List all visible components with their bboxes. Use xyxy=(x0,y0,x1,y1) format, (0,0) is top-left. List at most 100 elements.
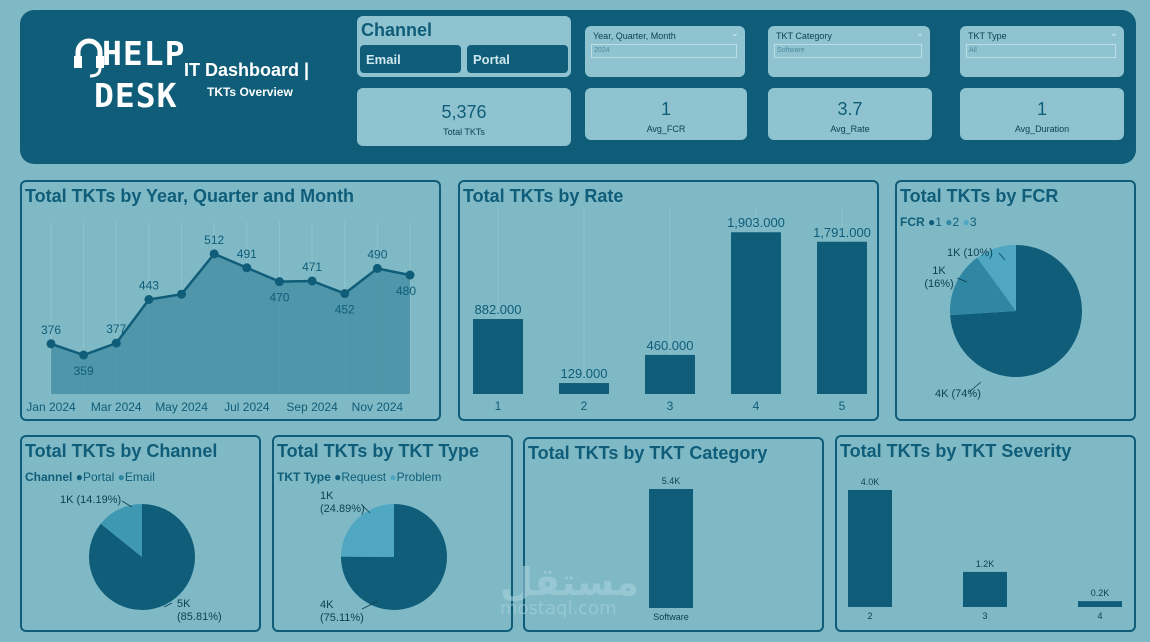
data-label: 480 xyxy=(396,284,416,298)
kpi-caption: Avg_Rate xyxy=(830,124,870,134)
slicer-dropdown[interactable]: Software xyxy=(774,44,922,58)
leader-line xyxy=(163,602,173,608)
bar xyxy=(848,490,892,607)
leader-line xyxy=(361,600,379,610)
bar xyxy=(963,571,1007,607)
panel-title: Total TKTs by Year, Quarter and Month xyxy=(25,186,355,206)
tick-label: Jul 2024 xyxy=(224,400,270,414)
bar xyxy=(649,489,693,608)
data-point xyxy=(242,263,252,273)
data-label: 0.2K xyxy=(1091,588,1110,598)
panel-title: Total TKTs by TKT Category xyxy=(528,443,768,463)
watermark-latin: mostaql.com xyxy=(500,598,617,619)
tick-label: 1 xyxy=(495,399,502,413)
chart-category: 5.4K Software xyxy=(649,476,693,622)
data-label: 460.000 xyxy=(647,338,694,353)
chart-month: 376 359 377 443 512 491 470 471 452 490 480 Jan 202… xyxy=(26,222,416,414)
legend-fcr: FCR ●1 ●2 ●3 xyxy=(900,215,977,229)
data-label: 1K xyxy=(932,265,946,277)
data-label: 443 xyxy=(139,278,159,292)
legend-item: Request xyxy=(341,470,387,484)
channel-option-portal[interactable]: Portal xyxy=(467,45,568,73)
data-label: 1.2K xyxy=(976,559,995,569)
slicer-value: 2024 xyxy=(594,47,610,54)
watermark-arabic: مستقل xyxy=(500,560,639,604)
kpi-value: 3.7 xyxy=(837,99,863,119)
data-label: 490 xyxy=(367,247,387,261)
kpi-value: 5,376 xyxy=(441,102,487,122)
slicer-dropdown[interactable]: 2024 xyxy=(591,44,737,58)
data-label: 1K (10%) xyxy=(947,247,993,259)
legend-dot: ● xyxy=(389,470,397,484)
data-label: 376 xyxy=(41,323,61,337)
data-point xyxy=(144,294,154,304)
data-point xyxy=(46,339,56,349)
data-label: 1,903.000 xyxy=(727,215,785,230)
pie-slice xyxy=(950,257,1016,316)
bar xyxy=(645,354,695,394)
data-label: 5.4K xyxy=(662,476,681,486)
data-label: 4.0K xyxy=(861,477,880,487)
legend-dot: ● xyxy=(945,215,953,229)
panel-tkts-by-severity: Total TKTs by TKT Severity 4.0K 2 1.2K 3 0.2… xyxy=(835,435,1136,632)
leader-line xyxy=(998,252,1006,261)
panel-title: Total TKTs by TKT Severity xyxy=(840,441,1072,461)
tick-label: 4 xyxy=(1097,611,1102,621)
legend-item: 3 xyxy=(969,215,977,229)
data-point xyxy=(372,263,382,273)
data-label: (16%) xyxy=(924,278,953,290)
chevron-down-icon[interactable]: ⌄ xyxy=(1109,28,1118,39)
channel-option-email[interactable]: Email xyxy=(360,45,461,73)
slicer-label: TKT Type xyxy=(968,31,1007,41)
legend-type: TKT Type ●Request ●Problem xyxy=(277,470,441,484)
data-point xyxy=(340,289,350,299)
data-label: (85.81%) xyxy=(177,611,222,623)
tick-label: Software xyxy=(653,612,689,622)
slicer-label: Year, Quarter, Month xyxy=(593,31,676,41)
slicer-year-quarter-month[interactable]: Year, Quarter, Month ⌄ 2024 xyxy=(585,26,745,77)
legend-item: 2 xyxy=(952,215,960,229)
slicer-dropdown[interactable]: All xyxy=(966,44,1116,58)
panel-tkts-by-fcr: Total TKTs by FCR FCR ●1 ●2 ●3 4K (74%) 1… xyxy=(895,180,1136,421)
chart-channel: 5K(85.81%) 1K (14.19%) xyxy=(60,494,222,623)
data-point xyxy=(209,249,219,259)
pie-slice xyxy=(950,245,1082,377)
legend-item: Problem xyxy=(396,470,442,484)
chevron-down-icon[interactable]: ⌄ xyxy=(730,28,739,39)
kpi-value: 1 xyxy=(1036,99,1047,119)
chevron-down-icon[interactable]: ⌄ xyxy=(915,28,924,39)
leader-line xyxy=(121,500,133,508)
bar xyxy=(1078,601,1122,607)
data-point xyxy=(274,277,284,287)
data-label: 882.000 xyxy=(475,302,522,317)
slicer-label: TKT Category xyxy=(776,31,832,41)
chart-severity: 4.0K 2 1.2K 3 0.2K 4 xyxy=(848,477,1122,621)
data-point xyxy=(79,350,89,360)
channel-slicer: Channel Email Portal xyxy=(357,16,571,77)
bar xyxy=(559,383,609,394)
data-label: 4K (74%) xyxy=(935,388,981,400)
slicer-tkt-category[interactable]: TKT Category ⌄ Software xyxy=(768,26,930,77)
data-label: 512 xyxy=(204,233,224,247)
panel-title: Total TKTs by Channel xyxy=(25,441,218,461)
data-label: 1K xyxy=(320,490,334,502)
kpi-caption: Total TKTs xyxy=(443,127,485,137)
dashboard-subtitle: TKTs Overview xyxy=(207,85,293,99)
kpi-avg-duration: 1 Avg_Duration xyxy=(960,88,1124,140)
tick-label: 5 xyxy=(839,399,846,413)
data-point xyxy=(111,338,121,348)
legend-title: FCR xyxy=(900,215,925,229)
legend-dot: ● xyxy=(334,470,342,484)
kpi-total-tkts: 5,376 Total TKTs xyxy=(357,88,571,146)
slicer-tkt-type[interactable]: TKT Type ⌄ All xyxy=(960,26,1124,77)
legend-item: Portal xyxy=(82,470,115,484)
panel-tkts-by-channel: Total TKTs by Channel Channel ●Portal ●E… xyxy=(20,435,261,632)
data-label: 452 xyxy=(335,303,355,317)
panel-title: Total TKTs by FCR xyxy=(900,186,1059,206)
leader-line xyxy=(361,504,371,514)
chart-rate: 882.000 1 129.000 2 460.000 3 1,903.000 4 1,791.… xyxy=(473,209,871,413)
leader-line xyxy=(956,277,968,283)
panel-tkts-by-type: Total TKTs by TKT Type TKT Type ●Request… xyxy=(272,435,513,632)
panel-tkts-by-rate: Total TKTs by Rate 882.000 1 129.000 2 460.0… xyxy=(458,180,879,421)
legend-dot: ● xyxy=(117,470,125,484)
